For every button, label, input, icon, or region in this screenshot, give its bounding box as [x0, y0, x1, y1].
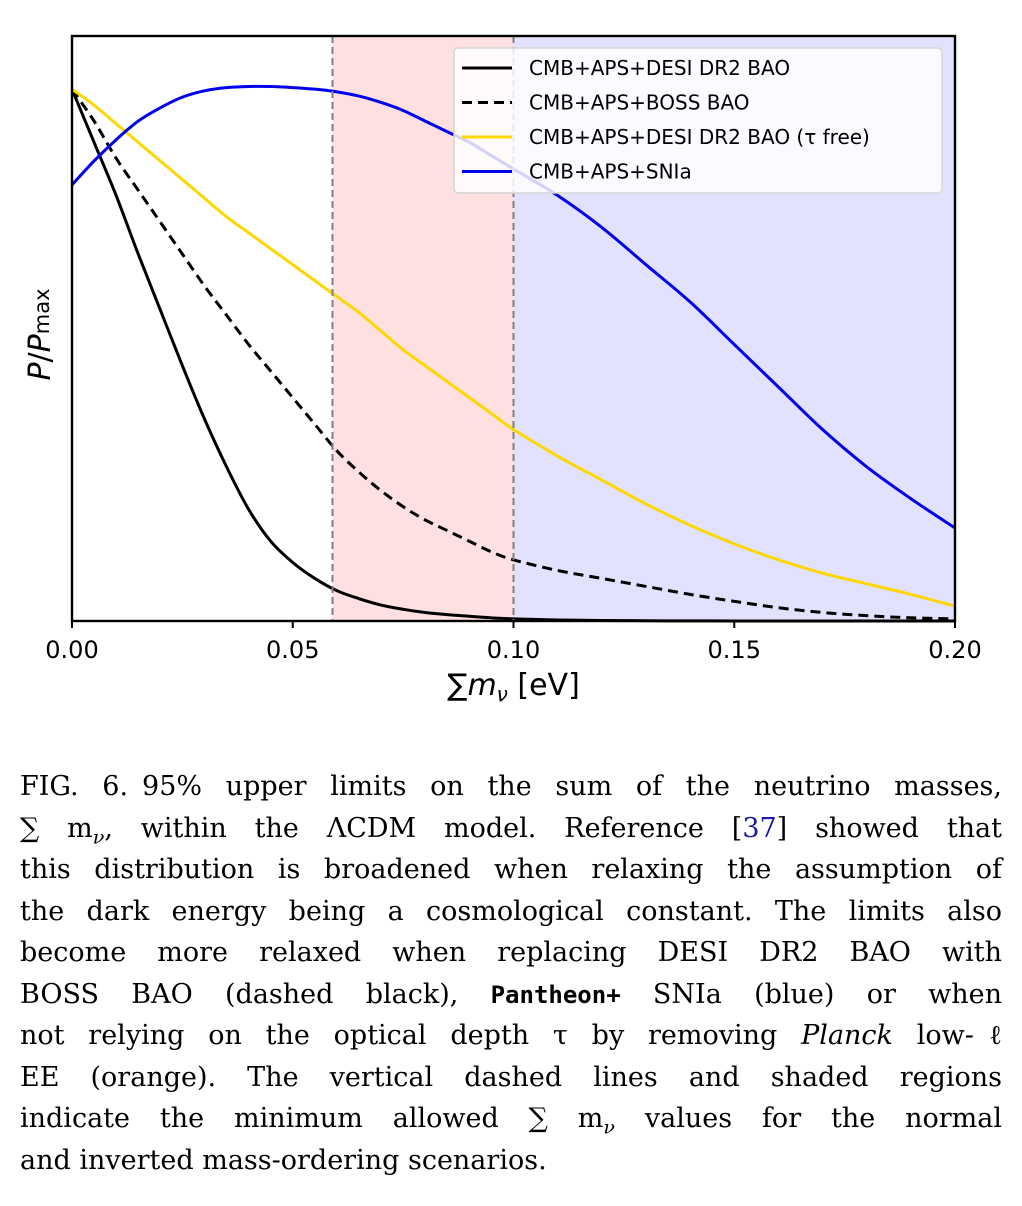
caption-line: ∑ mν, within the ΛCDM model. Reference […	[20, 812, 1003, 848]
x-tick-label: 0.05	[266, 636, 319, 664]
x-tick-label: 0.00	[45, 636, 98, 664]
figure: CMB+APS+DESI DR2 BAO CMB+APS+BOSS BAO CMB+…	[23, 34, 982, 706]
series-snia-line	[70, 84, 956, 530]
caption-line: EE (orange). The vertical dashed lines a…	[20, 1061, 1002, 1093]
caption-line: FIG. 6. 95% upper limits on the sum of th…	[20, 771, 1002, 802]
series-desi-tau-free-line	[71, 87, 956, 608]
legend-box	[453, 47, 943, 194]
series-boss-bao-line	[70, 88, 956, 621]
chart: CMB+APS+DESI DR2 BAO CMB+APS+BOSS BAO CMB+…	[23, 34, 982, 706]
caption-line: BOSS BAO (dashed black), Pantheon+ SNIa …	[20, 978, 1002, 1010]
x-tick-label: 0.20	[928, 636, 981, 664]
legend-entry: CMB+APS+DESI DR2 BAO (τ free)	[529, 125, 870, 149]
x-tick-label: 0.10	[487, 636, 540, 664]
caption-line: indicate the minimum allowed ∑ mν values…	[20, 1103, 1002, 1139]
caption-line: become more relaxed when replacing DESI …	[20, 937, 1002, 968]
y-axis-label: P/Pmax	[23, 288, 58, 380]
legend: CMB+APS+DESI DR2 BAO CMB+APS+BOSS BAO CMB+…	[453, 47, 943, 194]
legend-entry: CMB+APS+DESI DR2 BAO	[529, 56, 790, 80]
figure-caption: FIG. 6. 95% upper limits on the sum of th…	[20, 766, 1002, 1181]
caption-line: the dark energy being a cosmological con…	[20, 895, 1002, 927]
legend-entry: CMB+APS+BOSS BAO	[529, 91, 750, 115]
legend-entry: CMB+APS+SNIa	[529, 160, 692, 184]
caption-line: not relying on the optical depth τ by re…	[20, 1020, 1003, 1051]
x-tick-label: 0.15	[708, 636, 761, 664]
caption-line: this distribution is broadened when rela…	[20, 854, 1002, 885]
caption-line: and inverted mass-ordering scenarios.	[20, 1144, 547, 1176]
minimum-mass-lines	[331, 36, 515, 621]
x-axis-label: ∑mν [eV]	[447, 668, 580, 706]
x-axis-ticks: 0.00 0.05 0.10 0.15 0.20	[45, 621, 982, 664]
